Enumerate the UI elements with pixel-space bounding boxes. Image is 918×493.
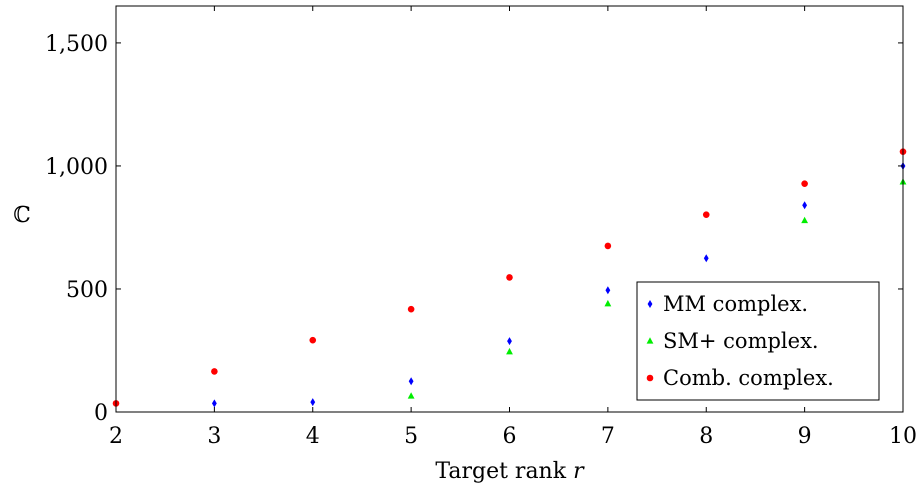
legend-item: Comb. complex. xyxy=(646,366,834,390)
legend: MM complex. SM+ complex. Comb. complex. xyxy=(636,281,880,401)
legend-label: MM complex. xyxy=(663,292,808,316)
y-tick-label: 0 xyxy=(94,401,108,426)
data-point xyxy=(310,398,316,407)
x-tick-label: 7 xyxy=(601,424,615,449)
legend-marker xyxy=(647,300,653,308)
data-point xyxy=(605,286,611,295)
data-point xyxy=(211,399,217,408)
data-point xyxy=(802,201,808,210)
y-tick-label: 500 xyxy=(66,278,108,303)
x-tick-label: 8 xyxy=(699,424,713,449)
data-point xyxy=(702,211,710,218)
legend-marker xyxy=(646,374,654,382)
legend-item: SM+ complex. xyxy=(646,329,819,353)
x-tick-label: 10 xyxy=(889,424,917,449)
legend-label: SM+ complex. xyxy=(663,329,819,353)
y-axis-label: ℂ xyxy=(13,203,31,228)
data-point xyxy=(408,377,414,386)
x-tick-label: 5 xyxy=(404,424,418,449)
x-tick-label: 3 xyxy=(207,424,221,449)
x-tick-label: 9 xyxy=(798,424,812,449)
data-point xyxy=(703,254,709,263)
x-tick-label: 2 xyxy=(109,424,123,449)
data-point xyxy=(507,337,512,346)
y-tick-label: 1,000 xyxy=(45,155,108,180)
series-circle xyxy=(112,148,907,407)
legend-marker xyxy=(646,337,654,344)
y-tick-label: 1,500 xyxy=(45,32,108,57)
axis-ticks: 2 3 4 5 6 7 8 9 10 0 500 1,000 1,500 xyxy=(45,6,917,449)
data-point xyxy=(211,368,218,375)
data-point xyxy=(604,299,612,307)
data-point xyxy=(309,336,317,344)
x-axis-label: Target rank r xyxy=(435,459,585,484)
plot-frame xyxy=(115,5,904,413)
data-point xyxy=(407,305,415,313)
legend-box xyxy=(636,281,880,401)
data-point xyxy=(506,274,513,281)
x-tick-label: 4 xyxy=(306,424,320,449)
data-point xyxy=(407,392,415,399)
series-diamond xyxy=(211,161,906,408)
legend-label: Comb. complex. xyxy=(663,366,834,390)
x-tick-label: 6 xyxy=(503,424,517,449)
data-point xyxy=(604,242,612,250)
data-point xyxy=(506,347,513,355)
data-point xyxy=(801,216,809,224)
data-point xyxy=(801,180,808,187)
legend-item: MM complex. xyxy=(647,292,808,316)
